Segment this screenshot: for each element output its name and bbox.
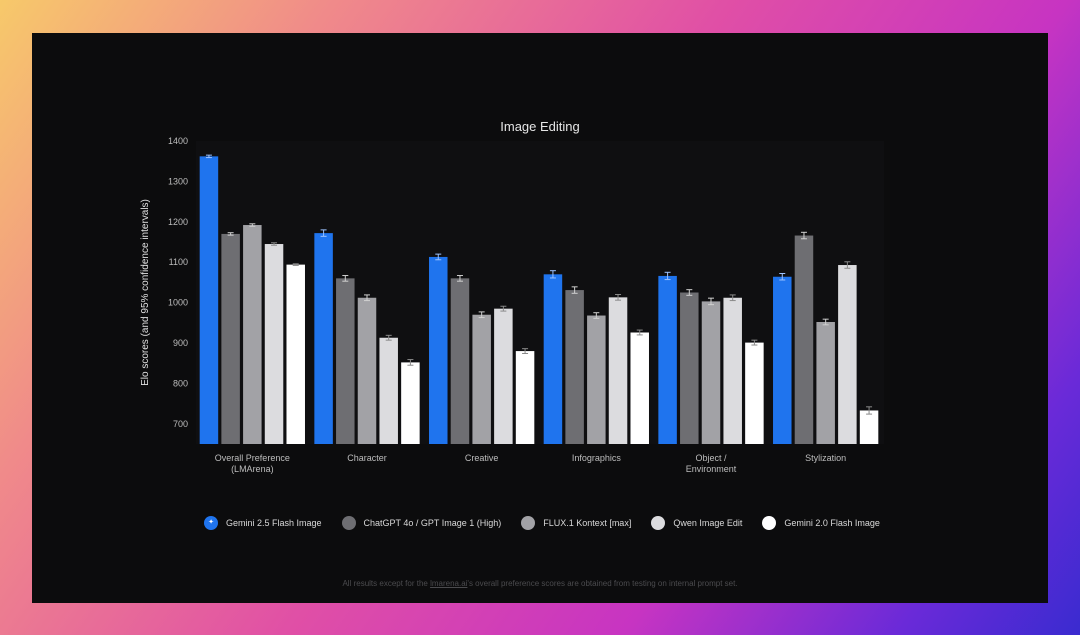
x-tick-label: Object / Environment: [686, 453, 737, 474]
x-tick-label: Overall Preference (LMArena): [215, 453, 290, 474]
legend-item: ✦ Gemini 2.5 Flash Image: [204, 516, 322, 530]
legend-swatch: ✦: [204, 516, 218, 530]
bar: [816, 321, 835, 444]
footnote-prefix: All results except for the: [342, 579, 431, 588]
bar: [565, 290, 584, 444]
bar: [472, 314, 491, 444]
bar: [630, 332, 649, 444]
bar: [357, 297, 377, 444]
bar: [494, 308, 513, 444]
y-tick-label: 800: [173, 378, 188, 388]
legend-swatch: [762, 516, 777, 530]
bar: [429, 256, 448, 444]
x-tick-label: Creative: [465, 453, 499, 463]
bar: [543, 274, 563, 444]
bar: [794, 235, 814, 444]
x-tick-label: Infographics: [572, 453, 622, 463]
y-tick-label: 700: [173, 419, 188, 429]
plot-area: [196, 141, 884, 444]
legend-swatch: [521, 516, 536, 530]
bar-chart: Image Editing Elo scores (and 95% confide…: [140, 119, 884, 474]
y-tick-label: 1100: [169, 257, 188, 267]
x-tick-label: Character: [347, 453, 387, 463]
chart-title: Image Editing: [500, 119, 580, 134]
bar: [515, 351, 535, 444]
bar: [401, 362, 420, 444]
legend-label: Qwen Image Edit: [673, 518, 743, 528]
bar: [450, 278, 470, 444]
legend-swatch: [341, 516, 356, 530]
legend-label: Gemini 2.0 Flash Image: [784, 518, 880, 528]
bar: [701, 301, 721, 444]
y-tick-label: 1000: [168, 298, 188, 308]
x-tick-label: Stylization: [805, 453, 846, 463]
bar: [379, 337, 398, 444]
bar: [314, 233, 333, 444]
y-tick-label: 900: [173, 338, 188, 348]
legend-label: ChatGPT 4o / GPT Image 1 (High): [363, 518, 502, 528]
bar: [745, 342, 764, 444]
legend-item: ChatGPT 4o / GPT Image 1 (High): [341, 516, 502, 530]
footnote-suffix: 's overall preference scores are obtaine…: [467, 579, 738, 588]
bar: [658, 275, 677, 444]
y-axis-label: Elo scores (and 95% confidence intervals…: [140, 199, 151, 386]
slide-panel: Image Editing Elo scores (and 95% confide…: [32, 33, 1048, 603]
legend-label: FLUX.1 Kontext [max]: [543, 518, 632, 528]
bar: [199, 156, 219, 444]
bar: [680, 292, 699, 444]
chart-legend: ✦ Gemini 2.5 Flash Image ChatGPT 4o / GPT …: [204, 516, 880, 530]
bar: [243, 225, 262, 444]
bar: [587, 315, 606, 444]
y-tick-label: 1200: [168, 217, 188, 227]
legend-item: Qwen Image Edit: [651, 516, 742, 530]
bar: [264, 244, 284, 444]
bar: [608, 297, 628, 444]
lmarena-link[interactable]: lmarena.ai: [430, 579, 468, 588]
bar: [723, 297, 742, 444]
bar: [859, 410, 879, 444]
y-tick-label: 1300: [168, 176, 188, 186]
y-tick-label: 1400: [168, 136, 188, 146]
bar: [838, 265, 857, 444]
legend-swatch: [651, 516, 666, 530]
bar: [773, 276, 792, 444]
legend-label: Gemini 2.5 Flash Image: [226, 518, 322, 528]
legend-item: Gemini 2.0 Flash Image: [762, 516, 880, 530]
footnote: All results except for the lmarena.ai's …: [32, 579, 1048, 588]
legend-item: FLUX.1 Kontext [max]: [521, 516, 631, 530]
bar: [286, 264, 305, 444]
sparkle-icon: ✦: [208, 519, 214, 526]
bar: [336, 278, 355, 444]
bar: [221, 233, 240, 444]
